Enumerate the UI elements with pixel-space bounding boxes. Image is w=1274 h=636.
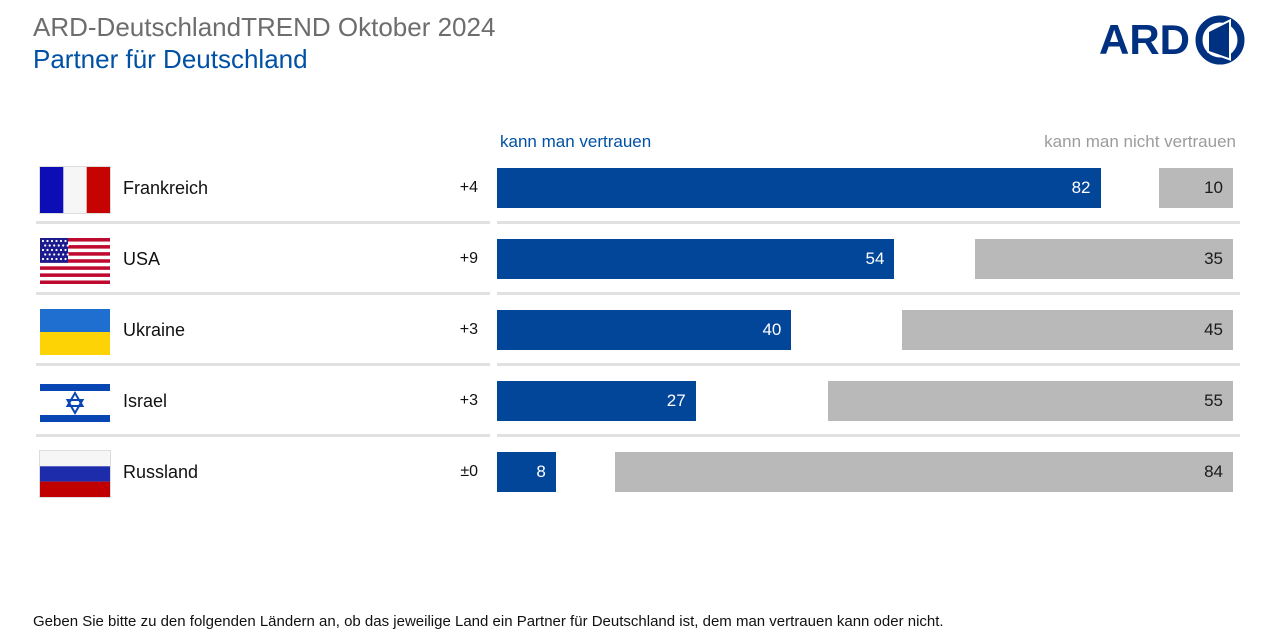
country-row: USA +9 54 35 [0,231,1274,302]
bar-zone: 8 84 [497,452,1233,492]
row-divider [36,292,490,295]
legend-distrust-label: kann man nicht vertrauen [1044,132,1236,151]
usa-flag-icon [40,238,110,284]
trust-bar: 27 [497,381,696,421]
trust-bar: 40 [497,310,792,350]
trust-value: 27 [666,391,686,410]
bar-zone: 54 35 [497,239,1233,279]
ard-one-icon [1195,15,1245,65]
row-divider [36,363,490,366]
ard-logo: ARD [1099,14,1246,66]
trust-bar: 54 [497,239,895,279]
distrust-bar: 84 [614,452,1233,492]
ard-logo-text: ARD [1099,16,1190,63]
row-divider [36,221,490,224]
bar-zone: 40 45 [497,310,1233,350]
survey-question: Geben Sie bitte zu den folgenden Ländern… [33,613,944,630]
chart-rows: Frankreich +4 82 10 USA +9 54 35 Ukraine… [0,160,1274,515]
trust-bar: 8 [497,452,556,492]
trust-value: 40 [762,320,782,339]
change-value: +3 [459,392,478,409]
country-row: Ukraine +3 40 45 [0,302,1274,373]
row-divider [36,434,490,437]
distrust-value: 35 [1204,249,1223,268]
trust-value: 54 [865,249,885,268]
israel-flag-icon [40,380,110,426]
row-divider [497,292,1240,295]
distrust-bar: 55 [828,381,1233,421]
change-value: +9 [459,250,478,267]
country-row: Frankreich +4 82 10 [0,160,1274,231]
bar-zone: 82 10 [497,168,1233,208]
row-divider [497,434,1240,437]
country-row: Israel +3 27 55 [0,373,1274,444]
country-label: Israel [123,391,168,411]
country-label: Frankreich [123,178,209,198]
row-divider [497,363,1240,366]
bar-zone: 27 55 [497,381,1233,421]
row-divider [497,221,1240,224]
country-row: Russland ±0 8 84 [0,444,1274,515]
pretitle: ARD-DeutschlandTREND Oktober 2024 [33,12,496,42]
change-value: +3 [459,321,478,338]
trust-value: 82 [1071,178,1091,197]
country-label: Russland [123,462,199,482]
change-value: ±0 [460,463,478,480]
distrust-bar: 45 [901,310,1233,350]
country-label: USA [123,249,161,269]
legend-trust-label: kann man vertrauen [500,132,652,151]
distrust-value: 84 [1204,462,1223,481]
country-label: Ukraine [123,320,186,340]
change-value: +4 [459,179,478,196]
distrust-bar: 10 [1159,168,1233,208]
page-title: Partner für Deutschland [33,44,308,74]
distrust-value: 55 [1204,391,1223,410]
trust-value: 8 [536,462,546,481]
distrust-bar: 35 [975,239,1233,279]
france-flag-icon [39,166,111,214]
trust-bar: 82 [497,168,1101,208]
distrust-value: 10 [1204,178,1223,197]
distrust-value: 45 [1204,320,1223,339]
russia-flag-icon [39,450,111,498]
ukraine-flag-icon [40,309,110,355]
